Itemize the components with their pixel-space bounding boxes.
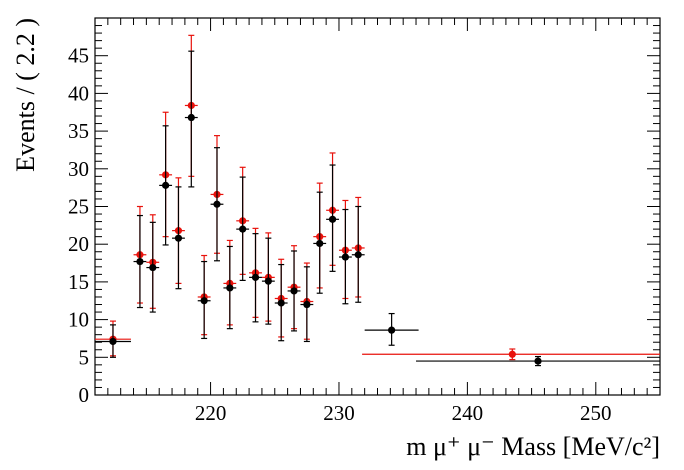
x-tick-label: 220 — [195, 401, 227, 425]
data-point — [174, 234, 183, 242]
y-tick-label: 20 — [68, 232, 89, 256]
y-tick-label: 40 — [68, 81, 89, 105]
data-series — [95, 34, 660, 367]
y-tick-label: 15 — [68, 270, 89, 294]
data-point — [239, 225, 247, 233]
data-point — [264, 277, 272, 285]
y-tick-label: 45 — [68, 44, 89, 68]
data-point — [226, 284, 234, 292]
x-tick-label: 250 — [580, 401, 612, 425]
data-point — [277, 299, 285, 307]
data-point — [200, 297, 208, 305]
series-1 — [95, 50, 660, 367]
x-axis-title: m μ⁺ μ⁻ Mass [MeV/c²] — [406, 432, 660, 461]
data-point — [328, 215, 337, 223]
data-point — [354, 251, 362, 259]
series-0 — [95, 34, 660, 361]
y-tick-label: 30 — [68, 157, 89, 181]
x-tick-label: 230 — [323, 401, 355, 425]
data-point — [149, 263, 157, 272]
data-point — [341, 253, 349, 261]
y-tick-label: 5 — [79, 345, 90, 369]
plot-frame — [94, 17, 661, 396]
data-point — [213, 200, 221, 208]
x-tick-label: 240 — [452, 401, 484, 425]
data-point — [534, 357, 542, 365]
axis-tick-labels: 0 5 10 15 20 25 30 35 40 45 220 230 240 250 — [68, 44, 612, 425]
y-axis-title: Events / ( 2.2 ) — [11, 18, 40, 172]
data-point — [162, 181, 170, 189]
data-point — [388, 326, 396, 334]
axis-ticks — [94, 17, 661, 396]
y-tick-label: 10 — [68, 308, 89, 332]
y-tick-label: 0 — [79, 383, 90, 407]
y-tick-label: 25 — [68, 195, 89, 219]
data-point — [109, 337, 117, 346]
data-point — [508, 350, 516, 358]
data-point — [136, 257, 144, 266]
data-point — [187, 113, 195, 122]
y-tick-label: 35 — [68, 119, 89, 143]
data-point — [316, 239, 324, 248]
data-point — [303, 300, 311, 309]
data-point — [290, 287, 298, 295]
data-point — [251, 273, 260, 281]
